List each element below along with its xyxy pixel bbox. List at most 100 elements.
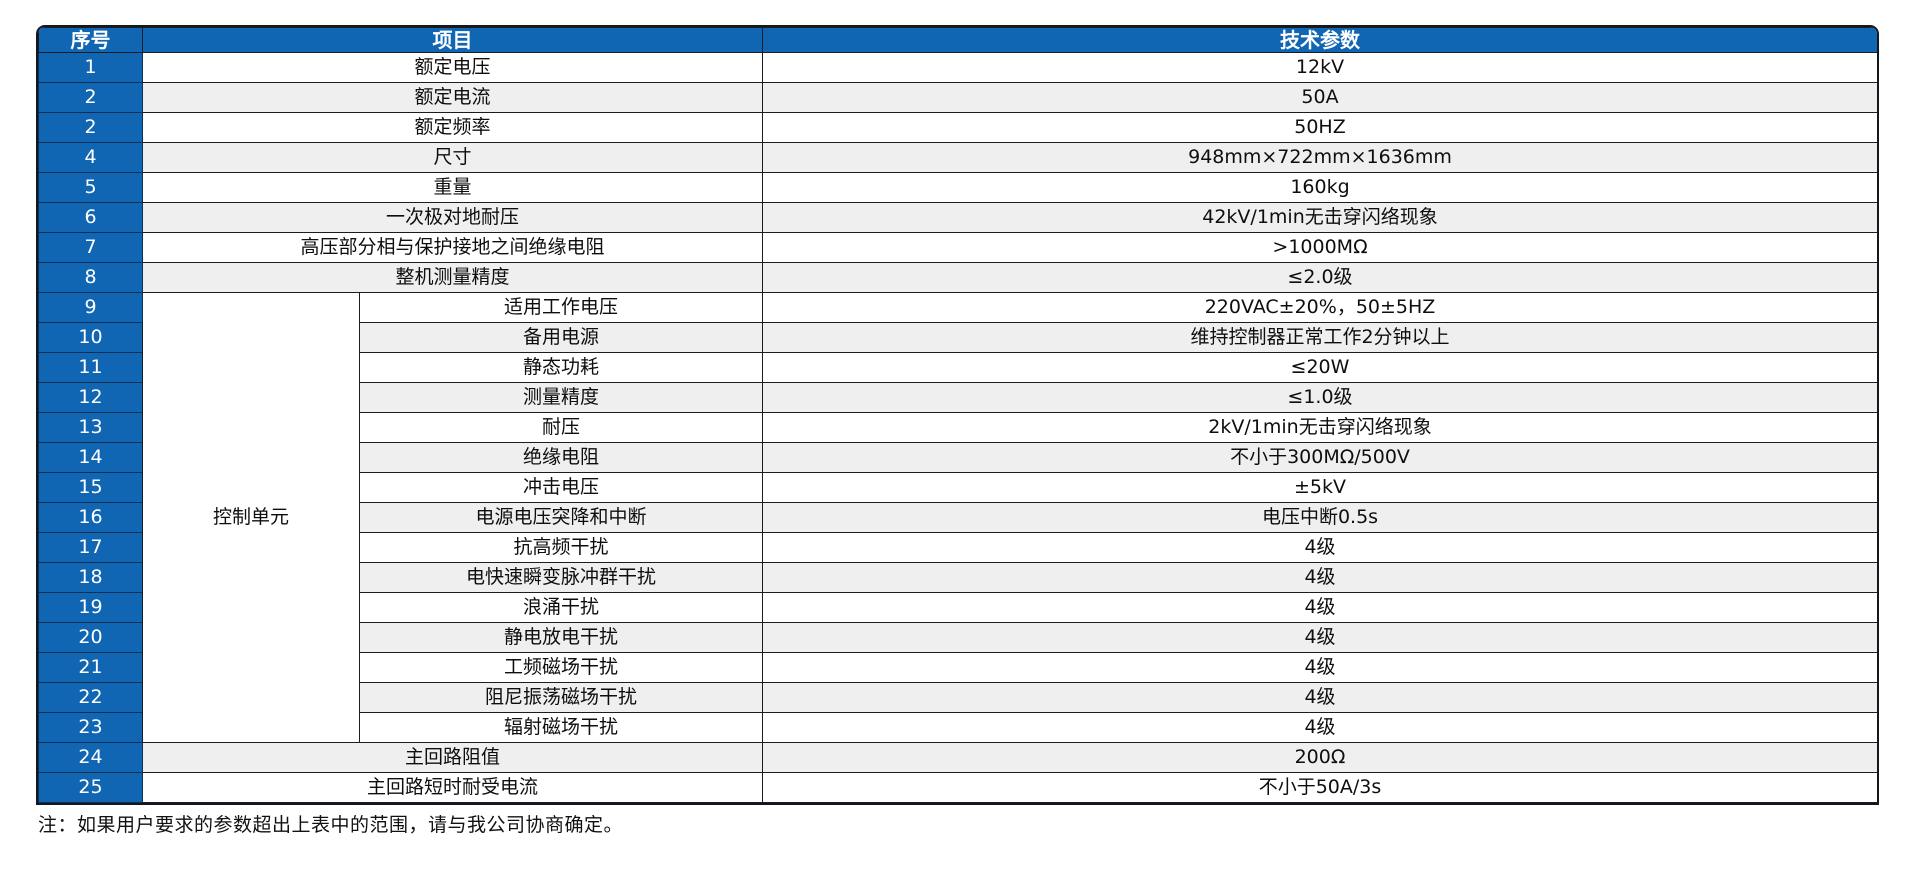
row-number-cell: 23 (38, 712, 143, 743)
value-cell: 12kV (762, 52, 1877, 83)
value-cell: 220VAC±20%，50±5HZ (762, 292, 1877, 323)
item-cell: 浪涌干扰 (359, 592, 763, 623)
item-cell: 静电放电干扰 (359, 622, 763, 653)
value-cell: 50HZ (762, 112, 1877, 143)
table-row: 24 主回路阻值 200Ω (38, 742, 1877, 773)
table-row: 19 浪涌干扰 4级 (38, 592, 1877, 623)
item-cell: 主回路短时耐受电流 (142, 772, 763, 803)
item-cell: 适用工作电压 (359, 292, 763, 323)
table-row: 1 额定电压 12kV (38, 52, 1877, 83)
value-cell: 电压中断0.5s (762, 502, 1877, 533)
table-row: 7 高压部分相与保护接地之间绝缘电阻 >1000MΩ (38, 232, 1877, 263)
item-cell: 工频磁场干扰 (359, 652, 763, 683)
value-cell: ≤2.0级 (762, 262, 1877, 293)
spec-table-body: 1 额定电压 12kV 2 额定电流 50A 2 额定频率 50HZ 4 尺寸 948mm×722mm… (38, 52, 1877, 803)
row-number-cell: 5 (38, 172, 143, 203)
item-cell: 主回路阻值 (142, 742, 763, 773)
table-row: 18 电快速瞬变脉冲群干扰 4级 (38, 562, 1877, 593)
row-number-cell: 21 (38, 652, 143, 683)
value-cell: ≤20W (762, 352, 1877, 383)
value-cell: 4级 (762, 592, 1877, 623)
value-cell: 不小于50A/3s (762, 772, 1877, 803)
item-cell: 高压部分相与保护接地之间绝缘电阻 (142, 232, 763, 263)
spec-table: 序号 项目 技术参数 1 额定电压 12kV 2 额定电流 50A 2 额定频率 50HZ 4 尺寸… (38, 27, 1877, 803)
value-cell: 4级 (762, 682, 1877, 713)
value-cell: 维持控制器正常工作2分钟以上 (762, 322, 1877, 353)
row-number-cell: 22 (38, 682, 143, 713)
table-row: 9 控制单元 适用工作电压 220VAC±20%，50±5HZ (38, 292, 1877, 743)
value-cell: 948mm×722mm×1636mm (762, 142, 1877, 173)
row-number-cell: 18 (38, 562, 143, 593)
item-cell: 额定电压 (142, 52, 763, 83)
value-cell: ±5kV (762, 472, 1877, 503)
value-cell: 4级 (762, 532, 1877, 563)
row-number-cell: 4 (38, 142, 143, 173)
value-cell: 160kg (762, 172, 1877, 203)
item-cell: 电源电压突降和中断 (359, 502, 763, 533)
item-cell: 辐射磁场干扰 (359, 712, 763, 743)
row-number-cell: 1 (38, 52, 143, 83)
spec-table-container: 序号 项目 技术参数 1 额定电压 12kV 2 额定电流 50A 2 额定频率 50HZ 4 尺寸… (36, 25, 1879, 805)
value-cell: 4级 (762, 652, 1877, 683)
row-number-cell: 7 (38, 232, 143, 263)
row-number-cell: 2 (38, 82, 143, 113)
row-number-cell: 24 (38, 742, 143, 773)
item-cell: 一次极对地耐压 (142, 202, 763, 233)
row-number-cell: 14 (38, 442, 143, 473)
header-index: 序号 (38, 27, 143, 53)
value-cell: 42kV/1min无击穿闪络现象 (762, 202, 1877, 233)
value-cell: 不小于300MΩ/500V (762, 442, 1877, 473)
value-cell: 50A (762, 82, 1877, 113)
group-label-cell: 控制单元 (142, 292, 360, 743)
item-cell: 绝缘电阻 (359, 442, 763, 473)
table-row: 23 辐射磁场干扰 4级 (38, 712, 1877, 743)
row-number-cell: 2 (38, 112, 143, 143)
row-number-cell: 9 (38, 292, 143, 323)
item-cell: 尺寸 (142, 142, 763, 173)
table-row: 6 一次极对地耐压 42kV/1min无击穿闪络现象 (38, 202, 1877, 233)
row-number-cell: 11 (38, 352, 143, 383)
table-row: 2 额定电流 50A (38, 82, 1877, 113)
table-row: 13 耐压 2kV/1min无击穿闪络现象 (38, 412, 1877, 443)
row-number-cell: 15 (38, 472, 143, 503)
table-row: 14 绝缘电阻 不小于300MΩ/500V (38, 442, 1877, 473)
item-cell: 备用电源 (359, 322, 763, 353)
table-row: 4 尺寸 948mm×722mm×1636mm (38, 142, 1877, 173)
row-number-cell: 10 (38, 322, 143, 353)
header-item: 项目 (142, 27, 763, 53)
item-cell: 冲击电压 (359, 472, 763, 503)
item-cell: 测量精度 (359, 382, 763, 413)
row-number-cell: 25 (38, 772, 143, 803)
value-cell: ≤1.0级 (762, 382, 1877, 413)
table-row: 25 主回路短时耐受电流 不小于50A/3s (38, 772, 1877, 803)
item-cell: 重量 (142, 172, 763, 203)
row-number-cell: 13 (38, 412, 143, 443)
value-cell: >1000MΩ (762, 232, 1877, 263)
table-row: 15 冲击电压 ±5kV (38, 472, 1877, 503)
row-number-cell: 6 (38, 202, 143, 233)
item-cell: 额定频率 (142, 112, 763, 143)
value-cell: 200Ω (762, 742, 1877, 773)
row-number-cell: 8 (38, 262, 143, 293)
value-cell: 2kV/1min无击穿闪络现象 (762, 412, 1877, 443)
item-cell: 整机测量精度 (142, 262, 763, 293)
table-row: 20 静电放电干扰 4级 (38, 622, 1877, 653)
header-row: 序号 项目 技术参数 (38, 27, 1877, 53)
table-row: 17 抗高频干扰 4级 (38, 532, 1877, 563)
item-cell: 耐压 (359, 412, 763, 443)
row-number-cell: 16 (38, 502, 143, 533)
item-cell: 电快速瞬变脉冲群干扰 (359, 562, 763, 593)
row-number-cell: 20 (38, 622, 143, 653)
value-cell: 4级 (762, 562, 1877, 593)
value-cell: 4级 (762, 622, 1877, 653)
footnote: 注：如果用户要求的参数超出上表中的范围，请与我公司协商确定。 (38, 814, 624, 836)
table-row: 11 静态功耗 ≤20W (38, 352, 1877, 383)
item-cell: 阻尼振荡磁场干扰 (359, 682, 763, 713)
table-row: 2 额定频率 50HZ (38, 112, 1877, 143)
row-number-cell: 19 (38, 592, 143, 623)
table-row: 10 备用电源 维持控制器正常工作2分钟以上 (38, 322, 1877, 353)
table-row: 16 电源电压突降和中断 电压中断0.5s (38, 502, 1877, 533)
header-params: 技术参数 (762, 27, 1877, 53)
table-row: 12 测量精度 ≤1.0级 (38, 382, 1877, 413)
